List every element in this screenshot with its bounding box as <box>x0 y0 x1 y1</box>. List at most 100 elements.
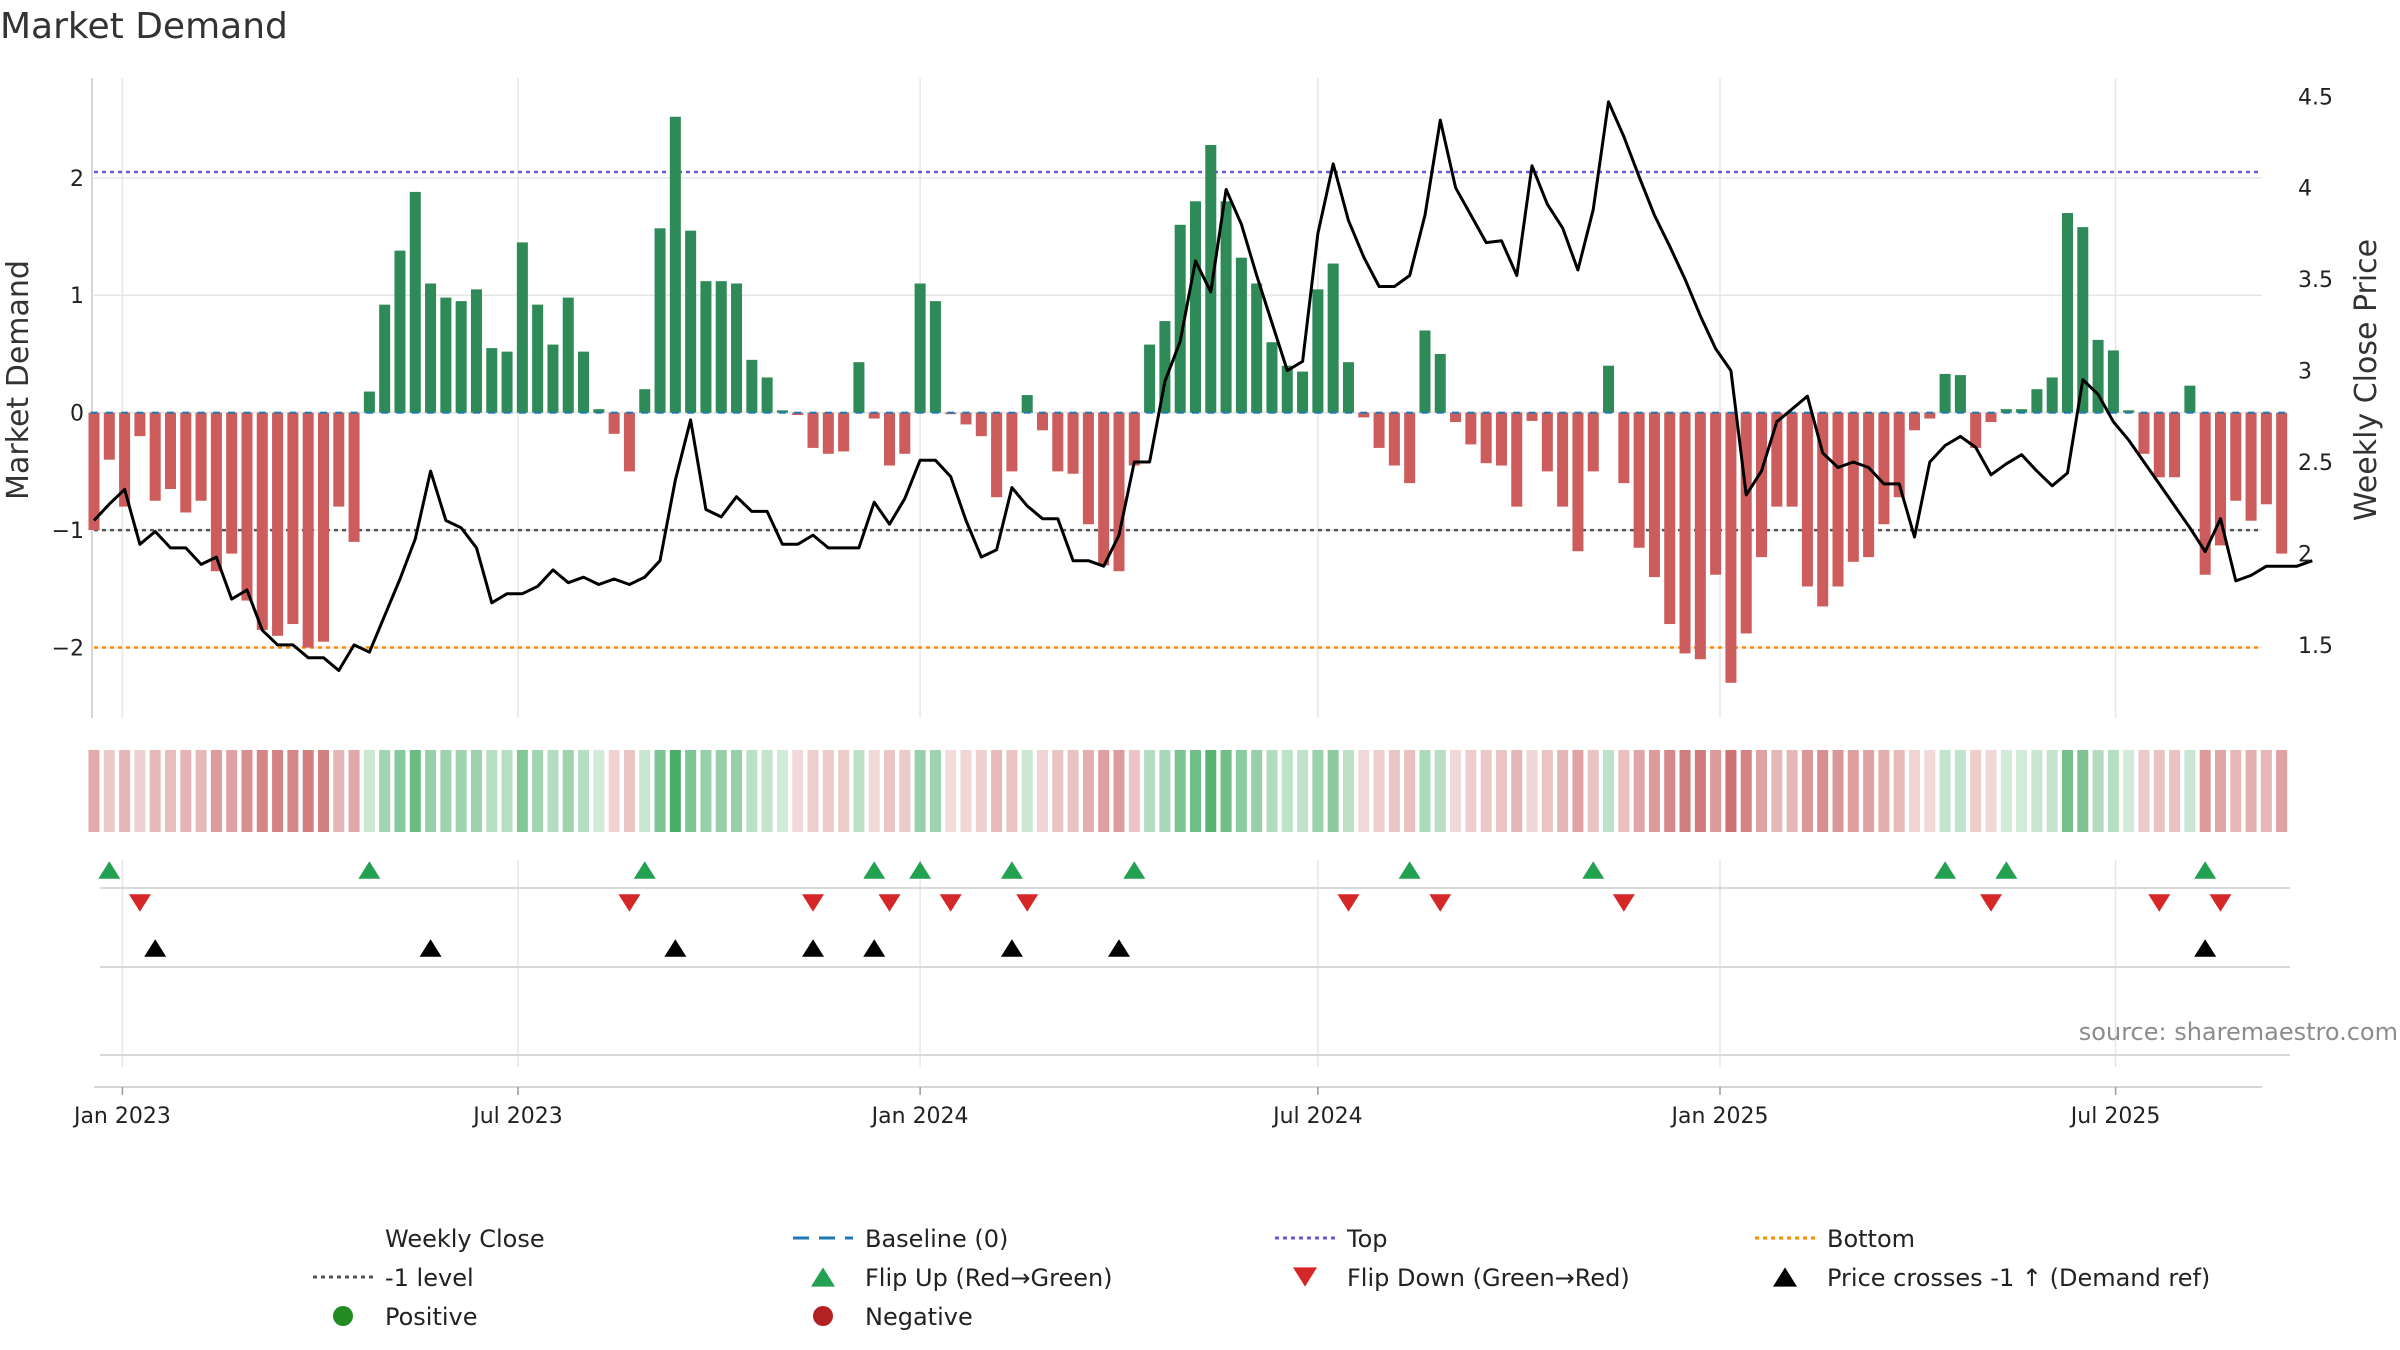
flip-up-marker <box>1995 861 2018 879</box>
heat-cell <box>1756 750 1768 832</box>
demand-bar <box>1144 344 1156 413</box>
demand-bar <box>562 297 574 413</box>
heat-cell <box>1526 750 1538 832</box>
heat-cell <box>776 750 788 832</box>
demand-bar <box>1036 412 1049 431</box>
heat-cell <box>1694 750 1706 832</box>
legend-swatch-triangle-down <box>1293 1267 1317 1287</box>
demand-bar <box>1159 321 1171 413</box>
heat-cell <box>975 750 987 832</box>
heat-cell <box>1863 750 1875 832</box>
demand-bar <box>2245 412 2257 521</box>
heat-cell <box>2184 750 2196 832</box>
y2-tick-label: 1.5 <box>2298 634 2333 659</box>
flip-down-marker <box>618 894 641 912</box>
flip-down-marker <box>2209 894 2232 912</box>
demand-bar <box>1572 412 1584 552</box>
demand-bar <box>180 412 192 513</box>
heat-cell <box>363 750 375 832</box>
heat-cell <box>2245 750 2257 832</box>
x-tick-label: Jul 2024 <box>1271 1104 1363 1129</box>
heat-cell <box>1052 750 1064 832</box>
y-tick-label: −2 <box>52 637 84 662</box>
heat-cell <box>623 750 635 832</box>
heat-cell <box>103 750 115 832</box>
demand-bar <box>1342 362 1354 413</box>
demand-bar <box>975 412 987 437</box>
demand-bar <box>164 412 176 490</box>
heat-cell <box>1970 750 1982 832</box>
x-tick-label: Jan 2023 <box>72 1104 171 1129</box>
demand-bar <box>1648 412 1660 578</box>
heat-cell <box>578 750 590 832</box>
heat-cell <box>1939 750 1951 832</box>
heat-cell <box>1312 750 1324 832</box>
heat-cell <box>1817 750 1829 832</box>
demand-bar <box>2169 412 2181 478</box>
demand-bar <box>639 389 651 413</box>
demand-bar <box>1939 373 1951 413</box>
heat-cell <box>1159 750 1171 832</box>
heat-cell <box>1021 750 1033 832</box>
x-axis-ticks: Jan 2023 Jul 2023 Jan 2024 Jul 2024 Jan 2025… <box>72 1086 2262 1129</box>
legend-swatch-circle <box>813 1306 833 1326</box>
heat-cell <box>1067 750 1079 832</box>
demand-bar <box>1358 412 1370 418</box>
demand-bar <box>669 116 681 413</box>
demand-bar <box>2230 412 2242 501</box>
demand-bar <box>1694 412 1706 660</box>
demand-bar <box>302 412 314 648</box>
demand-bar <box>1067 412 1079 474</box>
legend-item-neg-one: -1 level <box>313 1264 474 1292</box>
heat-cell <box>1205 750 1217 832</box>
demand-bar <box>1771 412 1783 507</box>
heat-cell <box>914 750 926 832</box>
heat-cell <box>746 750 758 832</box>
demand-bar <box>272 412 284 636</box>
demand-bar <box>409 191 421 413</box>
heat-cell <box>2230 750 2242 832</box>
heat-cell <box>654 750 666 832</box>
heat-cell <box>210 750 222 832</box>
chart-legend: Weekly Close Baseline (0) Top Bottom -1 leve… <box>313 1225 2210 1331</box>
demand-bar <box>1679 412 1691 654</box>
y2-axis-title: Weekly Close Price <box>2349 239 2384 521</box>
flip-up-marker <box>1000 861 1023 879</box>
heat-cell <box>700 750 712 832</box>
heat-cell <box>960 750 972 832</box>
flip-up-marker <box>1123 861 1146 879</box>
demand-bar <box>929 301 941 413</box>
demand-bar <box>532 304 544 413</box>
heat-cell <box>1128 750 1140 832</box>
demand-bar <box>1801 412 1813 587</box>
flip-up-marker <box>1398 861 1421 879</box>
weekly-close-line <box>92 100 2313 672</box>
demand-bar <box>1740 412 1752 634</box>
flip-up-marker <box>2194 861 2217 879</box>
demand-bar <box>1618 412 1630 484</box>
heat-cell <box>379 750 391 832</box>
heat-cell <box>1679 750 1691 832</box>
demand-bar <box>1113 412 1125 572</box>
demand-bar <box>2123 410 2135 413</box>
demand-bar <box>2153 412 2165 478</box>
demand-bar <box>2138 412 2150 454</box>
price-cross-marker <box>1000 939 1023 957</box>
heat-cell <box>2199 750 2211 832</box>
demand-bar <box>608 412 620 434</box>
x-tick-label: Jul 2025 <box>2069 1104 2161 1129</box>
demand-bar <box>853 362 865 413</box>
legend-label: Baseline (0) <box>865 1225 1008 1253</box>
demand-bar <box>1174 224 1186 413</box>
demand-bar <box>1205 144 1217 413</box>
heat-cell <box>1495 750 1507 832</box>
heat-cell <box>440 750 452 832</box>
demand-bar <box>516 242 528 413</box>
heat-cell <box>1771 750 1783 832</box>
heat-cell <box>455 750 467 832</box>
heat-cell <box>1909 750 1921 832</box>
heat-cell <box>1511 750 1523 832</box>
heat-cell <box>1434 750 1446 832</box>
event-marker-rows <box>98 861 2290 1056</box>
demand-bar <box>1388 412 1400 466</box>
